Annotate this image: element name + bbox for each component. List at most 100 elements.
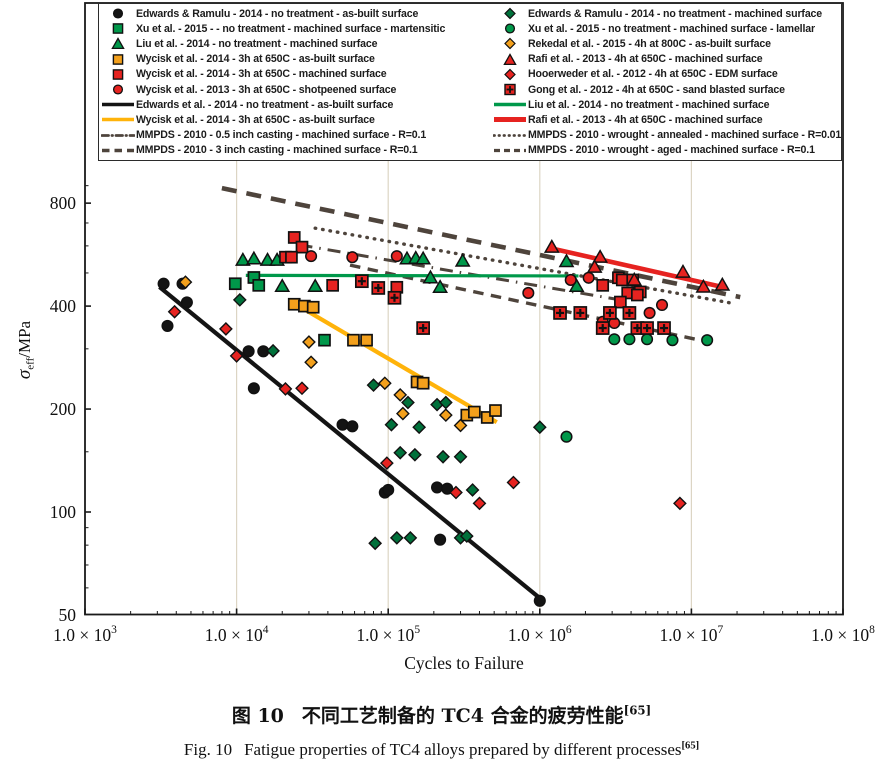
legend-label: Wycisk et al. - 2014 - 3h at 650C - as-b… <box>136 113 375 126</box>
square-icon <box>112 53 124 65</box>
data-point-square <box>326 278 339 292</box>
data-point-diamond <box>219 322 233 336</box>
data-point-diamond <box>266 343 280 358</box>
legend-item: Edwards & Ramulu - 2014 - no treatment -… <box>100 6 492 21</box>
data-point-diamond <box>304 355 318 370</box>
legend-glyph <box>492 22 528 35</box>
data-point-triangle <box>714 276 731 291</box>
legend-label: MMPDS - 2010 - 0.5 inch casting - machin… <box>136 129 427 142</box>
data-point-diamond <box>178 275 193 290</box>
data-point-diamond <box>465 483 480 497</box>
legend-label: Edwards & Ramulu - 2014 - no treatment -… <box>136 7 419 20</box>
series <box>232 293 547 551</box>
data-point-diamond <box>167 304 182 319</box>
data-point-circle <box>655 298 669 312</box>
data-point-circle <box>157 277 170 290</box>
legend-item: MMPDS - 2010 - 3 inch casting - machined… <box>100 143 492 158</box>
legend-glyph <box>100 37 136 50</box>
data-point-diamond <box>389 531 404 545</box>
data-point-square <box>295 240 309 254</box>
dash-swatch <box>494 148 526 152</box>
x-tick-label: 1.0 × 103 <box>53 624 117 645</box>
series <box>167 304 687 511</box>
legend-item: MMPDS - 2010 - 0.5 inch casting - machin… <box>100 128 492 143</box>
data-point-circle <box>247 382 260 395</box>
dotted-swatch <box>493 133 527 137</box>
data-point-diamond <box>393 388 408 402</box>
data-point-triangle <box>568 278 585 293</box>
legend-label: Liu et al. - 2014 - no treatment - machi… <box>528 98 770 111</box>
data-point-square <box>287 231 301 244</box>
data-point-circle <box>390 250 403 263</box>
legend-label: MMPDS - 2010 - wrought - aged - machined… <box>528 144 815 157</box>
legend-glyph <box>492 52 528 66</box>
fit-line <box>221 185 741 300</box>
diamond-icon <box>504 7 516 20</box>
data-point-square <box>489 404 502 417</box>
data-point-square <box>467 405 481 419</box>
dashdot-swatch <box>101 133 135 137</box>
data-point-square <box>614 295 627 309</box>
triangle-icon <box>111 37 125 50</box>
data-point-diamond <box>396 406 410 421</box>
legend-label: Rafi et al. - 2013 - 4h at 650C - machin… <box>528 113 763 126</box>
data-point-diamond <box>506 475 521 490</box>
x-axis-title: Cycles to Failure <box>404 653 524 673</box>
legend-label: Wycisk et al. - 2014 - 3h at 650C - as-b… <box>136 53 375 66</box>
data-point-diamond <box>403 531 418 545</box>
data-point-circle <box>434 533 447 546</box>
legend-glyph <box>492 113 528 126</box>
data-point-diamond <box>393 445 408 460</box>
data-point-triangle <box>234 252 251 266</box>
legend-label: Xu et al. - 2015 - no treatment - machin… <box>528 22 815 35</box>
data-point-circle <box>336 418 349 431</box>
data-point-square <box>347 333 360 347</box>
data-point-circle <box>346 251 359 264</box>
y-tick-label: 200 <box>50 399 77 419</box>
caption-en-number: Fig. 10 <box>183 740 233 759</box>
series <box>543 238 731 293</box>
line-swatch <box>102 103 134 107</box>
caption-zh-number: 图 10 <box>231 705 284 727</box>
diamond-icon <box>504 38 516 50</box>
data-point-triangle <box>558 253 575 268</box>
data-point-circle <box>560 430 573 443</box>
y-tick-label: 50 <box>59 605 77 625</box>
data-point-circle <box>430 481 444 494</box>
data-point-circle <box>180 296 193 309</box>
data-point-diamond <box>532 420 547 435</box>
legend-label: Edwards & Ramulu - 2014 - no treatment -… <box>528 7 823 20</box>
data-point-triangle <box>415 250 432 265</box>
legend-label: Wycisk et al. - 2013 - 3h at 650C - shot… <box>136 83 397 96</box>
data-point-diamond <box>232 293 247 307</box>
fit-line <box>299 243 621 302</box>
fit-line <box>549 245 723 290</box>
data-point-diamond <box>384 417 399 432</box>
triangle-icon <box>503 52 517 65</box>
legend-glyph <box>492 83 528 96</box>
data-point-diamond <box>379 456 394 470</box>
legend-glyph <box>100 68 136 81</box>
x-tick-label: 1.0 × 104 <box>205 624 269 645</box>
data-point-triangle <box>307 278 324 293</box>
data-point-circle <box>582 271 595 284</box>
legend-item: Edwards & Ramulu - 2014 - no treatment -… <box>492 6 841 21</box>
data-point-square <box>252 278 266 292</box>
legend-item: Rekedal et al. - 2015 - 4h at 800C - as-… <box>492 36 841 51</box>
data-point-diamond <box>453 418 468 433</box>
diamond-icon <box>504 68 516 81</box>
data-point-square <box>416 376 430 390</box>
legend-glyph <box>492 144 528 157</box>
data-point-diamond <box>673 496 687 511</box>
data-point-circle <box>305 250 318 263</box>
data-point-diamond <box>453 449 468 464</box>
caption-english: Fig. 10 Fatigue properties of TC4 alloys … <box>0 740 883 760</box>
data-point-square <box>306 300 320 314</box>
square-icon <box>112 69 124 80</box>
data-point-diamond <box>438 408 453 423</box>
fit-line <box>245 273 579 278</box>
line-thick-swatch <box>494 117 526 123</box>
data-point-triangle <box>422 269 439 284</box>
legend-item: Rafi et al. - 2013 - 4h at 650C - machin… <box>492 112 841 127</box>
data-point-circle <box>161 319 174 332</box>
